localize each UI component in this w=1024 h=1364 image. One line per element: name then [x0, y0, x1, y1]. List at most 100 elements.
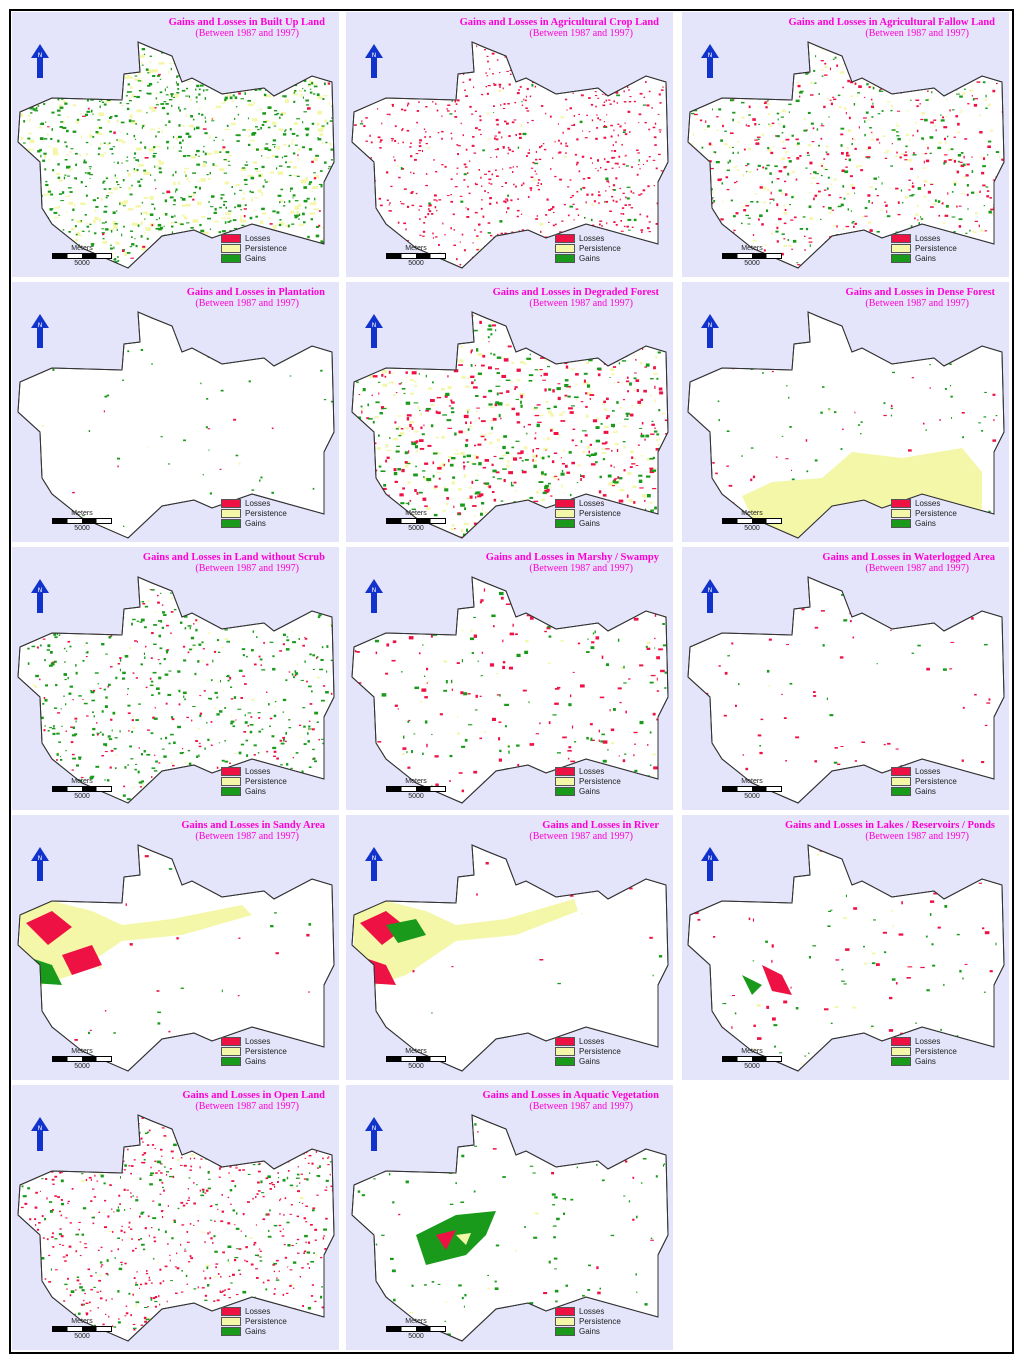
- map-panel-6: Gains and Losses in Dense Forest (Betwee…: [682, 282, 1009, 542]
- panel-subtitle: (Between 1987 and 1997): [195, 28, 299, 39]
- legend-swatch-losses: [555, 766, 575, 776]
- district-map: [17, 1114, 335, 1342]
- legend-label-losses: Losses: [245, 1036, 271, 1046]
- legend-swatch-losses: [221, 1306, 241, 1316]
- legend-label-persistence: Persistence: [245, 243, 287, 253]
- panel-subtitle: (Between 1987 and 1997): [865, 831, 969, 842]
- north-arrow-icon: N: [31, 1117, 49, 1151]
- scale-value: 5000: [744, 1063, 760, 1070]
- legend-gains: Gains: [221, 518, 291, 528]
- legend-persistence: Persistence: [221, 508, 291, 518]
- panel-subtitle: (Between 1987 and 1997): [529, 563, 633, 574]
- panel-subtitle: (Between 1987 and 1997): [195, 831, 299, 842]
- legend-label-losses: Losses: [579, 1306, 605, 1316]
- panel-subtitle: (Between 1987 and 1997): [529, 298, 633, 309]
- map-legend: Losses Persistence Gains: [555, 766, 625, 796]
- legend-label-gains: Gains: [245, 786, 266, 796]
- scale-value: 5000: [74, 1063, 90, 1070]
- north-arrow-icon: N: [31, 579, 49, 613]
- scale-value: 5000: [74, 1333, 90, 1340]
- panel-title: Gains and Losses in Land without Scrub: [142, 552, 325, 563]
- legend-swatch-persistence: [221, 243, 241, 253]
- scale-bar: Meters 5000: [386, 1048, 446, 1070]
- map-panel-13: Gains and Losses in Open Land (Between 1…: [12, 1085, 339, 1350]
- north-arrow-icon: N: [31, 314, 49, 348]
- legend-swatch-losses: [891, 233, 911, 243]
- scale-value: 5000: [74, 793, 90, 800]
- legend-label-persistence: Persistence: [915, 1046, 957, 1056]
- legend-label-persistence: Persistence: [915, 508, 957, 518]
- map-panel-11: Gains and Losses in River (Between 1987 …: [346, 815, 673, 1080]
- legend-label-gains: Gains: [915, 1056, 936, 1066]
- panel-subtitle: (Between 1987 and 1997): [865, 28, 969, 39]
- legend-persistence: Persistence: [555, 1046, 625, 1056]
- legend-losses: Losses: [891, 1036, 961, 1046]
- legend-losses: Losses: [891, 233, 961, 243]
- map-legend: Losses Persistence Gains: [891, 233, 961, 263]
- svg-text:N: N: [708, 52, 713, 59]
- legend-losses: Losses: [221, 766, 291, 776]
- legend-swatch-gains: [221, 253, 241, 263]
- panel-title: Gains and Losses in Agricultural Crop La…: [459, 17, 659, 28]
- scale-bar: Meters 5000: [52, 245, 112, 267]
- legend-losses: Losses: [555, 1306, 625, 1316]
- district-map: [351, 1114, 669, 1342]
- legend-label-losses: Losses: [579, 498, 605, 508]
- scale-bar: Meters 5000: [722, 1048, 782, 1070]
- scale-unit: Meters: [71, 1048, 93, 1055]
- scale-bar: Meters 5000: [722, 778, 782, 800]
- legend-swatch-losses: [221, 233, 241, 243]
- district-map: [17, 311, 335, 539]
- legend-swatch-gains: [555, 253, 575, 263]
- legend-losses: Losses: [555, 1036, 625, 1046]
- legend-label-gains: Gains: [245, 1056, 266, 1066]
- scale-graphic: [386, 1326, 446, 1332]
- scale-bar: Meters 5000: [52, 510, 112, 532]
- map-panel-4: Gains and Losses in Plantation (Between …: [12, 282, 339, 542]
- legend-gains: Gains: [555, 786, 625, 796]
- map-legend: Losses Persistence Gains: [221, 498, 291, 528]
- legend-label-gains: Gains: [579, 518, 600, 528]
- panel-subtitle: (Between 1987 and 1997): [195, 563, 299, 574]
- legend-label-gains: Gains: [915, 253, 936, 263]
- scale-unit: Meters: [71, 1318, 93, 1325]
- panel-subtitle: (Between 1987 and 1997): [865, 563, 969, 574]
- scale-bar: Meters 5000: [52, 778, 112, 800]
- legend-label-losses: Losses: [915, 498, 941, 508]
- map-legend: Losses Persistence Gains: [221, 766, 291, 796]
- map-panel-1: Gains and Losses in Built Up Land (Betwe…: [12, 12, 339, 277]
- district-map: [687, 576, 1005, 804]
- north-arrow-icon: N: [365, 1117, 383, 1151]
- north-arrow-icon: N: [701, 847, 719, 881]
- scale-bar: Meters 5000: [52, 1318, 112, 1340]
- legend-swatch-losses: [221, 766, 241, 776]
- scale-unit: Meters: [405, 245, 427, 252]
- legend-swatch-gains: [891, 518, 911, 528]
- legend-label-persistence: Persistence: [245, 776, 287, 786]
- legend-swatch-persistence: [221, 1046, 241, 1056]
- north-arrow-icon: N: [365, 847, 383, 881]
- svg-text:N: N: [372, 52, 377, 59]
- legend-label-gains: Gains: [245, 1326, 266, 1336]
- district-map: [687, 844, 1005, 1072]
- legend-swatch-persistence: [555, 1046, 575, 1056]
- legend-losses: Losses: [891, 766, 961, 776]
- scale-unit: Meters: [741, 778, 763, 785]
- legend-swatch-losses: [221, 1036, 241, 1046]
- district-map: [687, 41, 1005, 269]
- change-pixels: [354, 848, 663, 1071]
- district-map: [351, 41, 669, 269]
- legend-swatch-gains: [221, 1056, 241, 1066]
- map-legend: Losses Persistence Gains: [555, 1306, 625, 1336]
- legend-label-persistence: Persistence: [245, 1316, 287, 1326]
- legend-label-gains: Gains: [245, 253, 266, 263]
- scale-unit: Meters: [405, 778, 427, 785]
- legend-swatch-gains: [555, 786, 575, 796]
- panel-title: Gains and Losses in Agricultural Fallow …: [788, 17, 995, 28]
- legend-label-persistence: Persistence: [579, 1046, 621, 1056]
- map-panel-12: Gains and Losses in Lakes / Reservoirs /…: [682, 815, 1009, 1080]
- legend-swatch-persistence: [221, 1316, 241, 1326]
- scale-graphic: [52, 518, 112, 524]
- legend-persistence: Persistence: [555, 508, 625, 518]
- scale-value: 5000: [408, 1063, 424, 1070]
